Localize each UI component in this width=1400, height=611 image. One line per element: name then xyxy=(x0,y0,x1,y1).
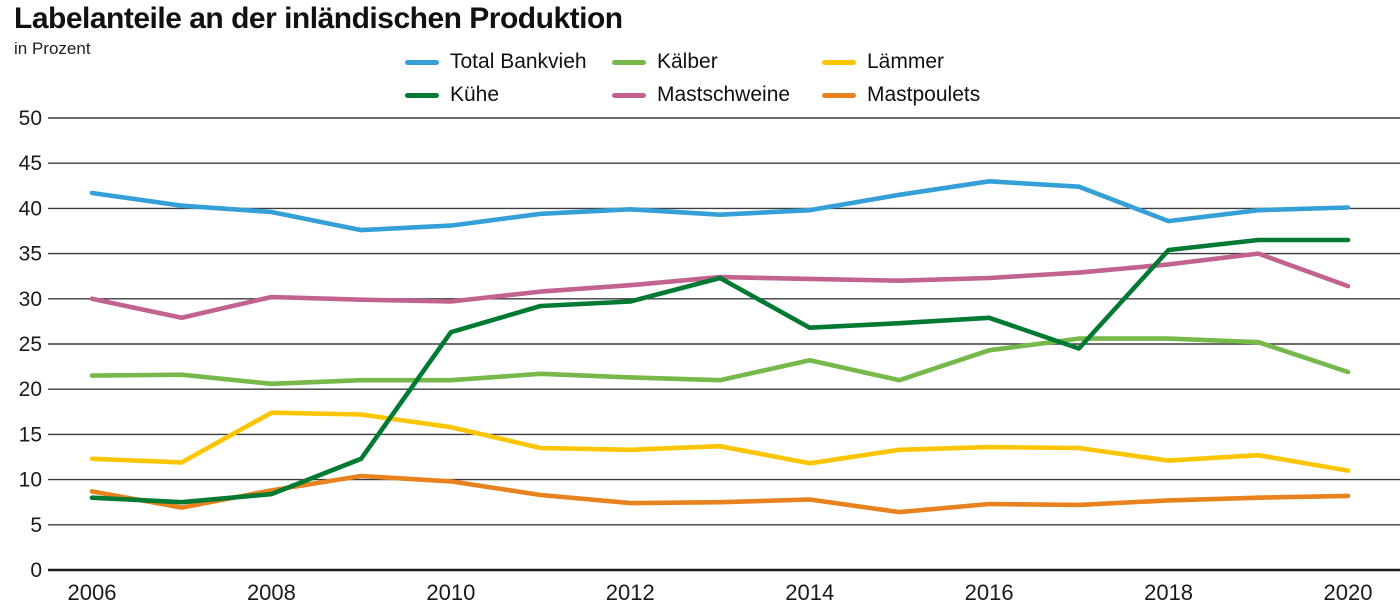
legend-item-mastpoulets: Mastpoulets xyxy=(822,83,1052,107)
legend-swatch-kalber xyxy=(612,59,646,65)
legend-label: Lämmer xyxy=(867,50,945,73)
x-tick-label: 2008 xyxy=(247,580,296,605)
x-tick-label: 2018 xyxy=(1144,580,1193,605)
series-line-kuhe xyxy=(89,237,1351,505)
legend-item-lammer: Lämmer xyxy=(822,50,1052,74)
legend-label: Kühe xyxy=(450,83,500,106)
legend-item-total-bankvieh: Total Bankvieh xyxy=(405,50,612,74)
chart-header: Labelanteile an der inländischen Produkt… xyxy=(14,2,623,59)
chart-title: Labelanteile an der inländischen Produkt… xyxy=(14,2,623,35)
y-tick-label: 40 xyxy=(19,197,42,220)
chart-legend: Total Bankvieh Kälber Lämmer Kühe Mastschwei… xyxy=(405,50,1052,107)
legend-item-kalber: Kälber xyxy=(612,50,822,74)
series-line-mastpoulets xyxy=(89,473,1351,515)
legend-label: Kälber xyxy=(657,50,718,73)
series-line-total-bankvieh xyxy=(89,179,1351,233)
y-tick-label: 5 xyxy=(30,514,42,537)
y-tick-label: 20 xyxy=(19,378,42,401)
x-tick-label: 2010 xyxy=(426,580,475,605)
x-tick-label: 2014 xyxy=(785,580,834,605)
y-tick-label: 30 xyxy=(19,288,42,311)
x-tick-label: 2006 xyxy=(68,580,117,605)
x-tick-label: 2016 xyxy=(965,580,1014,605)
legend-swatch-mastpoulets xyxy=(822,92,856,98)
legend-swatch-lammer xyxy=(822,59,856,65)
legend-swatch-kuhe xyxy=(405,92,439,98)
legend-swatch-total-bankvieh xyxy=(405,59,439,65)
legend-swatch-mastschweine xyxy=(612,92,646,98)
y-tick-label: 0 xyxy=(30,559,42,582)
legend-label: Total Bankvieh xyxy=(450,50,587,73)
legend-label: Mastschweine xyxy=(657,83,791,106)
y-tick-label: 50 xyxy=(19,107,42,130)
series-line-lammer xyxy=(89,410,1351,473)
chart-subtitle: in Prozent xyxy=(14,39,91,58)
legend-item-mastschweine: Mastschweine xyxy=(612,83,822,107)
y-tick-label: 35 xyxy=(19,243,42,266)
legend-item-kuhe: Kühe xyxy=(405,83,612,107)
series-line-kalber xyxy=(89,336,1351,387)
y-tick-label: 15 xyxy=(19,423,42,446)
y-tick-label: 45 xyxy=(19,152,42,175)
x-tick-label: 2012 xyxy=(606,580,655,605)
legend-label: Mastpoulets xyxy=(867,83,981,106)
y-tick-label: 25 xyxy=(19,333,42,356)
x-tick-label: 2020 xyxy=(1324,580,1373,605)
y-tick-label: 10 xyxy=(19,469,42,492)
